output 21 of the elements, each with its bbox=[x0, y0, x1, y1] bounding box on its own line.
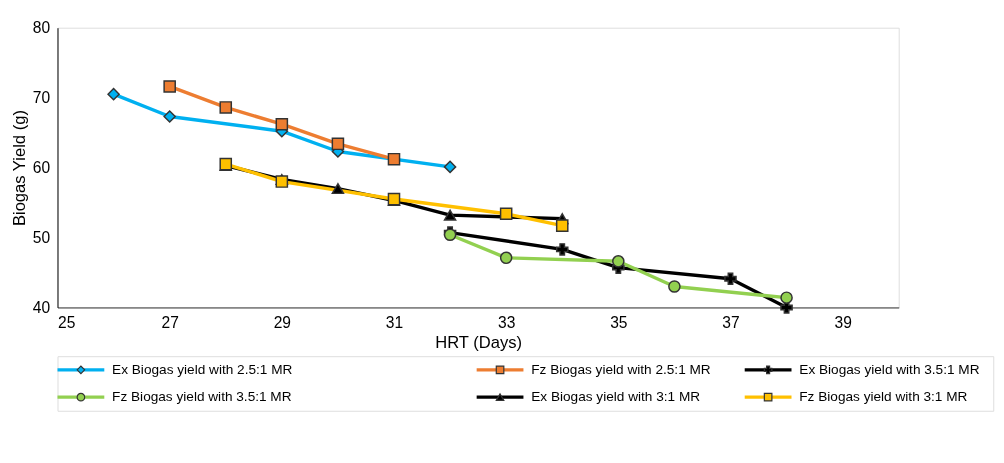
y-tick-label: 50 bbox=[32, 228, 51, 246]
x-axis-title: HRT (Days) bbox=[435, 332, 523, 352]
legend-label: Ex Biogas yield with 3:1 MR bbox=[531, 389, 701, 405]
y-tick-label: 80 bbox=[32, 19, 51, 37]
y-axis-title: Biogas Yield (g) bbox=[10, 110, 30, 227]
x-tick-label: 37 bbox=[722, 314, 740, 332]
x-tick-label: 27 bbox=[161, 314, 179, 332]
y-tick-label: 40 bbox=[32, 298, 51, 316]
y-tick-label: 60 bbox=[32, 158, 51, 176]
legend-label: Fz Biogas yield with 3.5:1 MR bbox=[112, 389, 292, 405]
legend-label: Fz Biogas yield with 2.5:1 MR bbox=[531, 361, 711, 377]
legend-label: Fz Biogas yield with 3:1 MR bbox=[799, 389, 968, 405]
x-tick-label: 29 bbox=[273, 314, 291, 332]
x-tick-label: 39 bbox=[834, 314, 852, 332]
legend-label: Ex Biogas yield with 3.5:1 MR bbox=[799, 361, 980, 377]
y-tick-label: 70 bbox=[32, 89, 51, 107]
x-tick-label: 35 bbox=[610, 314, 628, 332]
x-tick-label: 33 bbox=[497, 314, 516, 332]
x-tick-label: 31 bbox=[385, 314, 404, 332]
legend-label: Ex Biogas yield with 2.5:1 MR bbox=[112, 361, 293, 377]
x-tick-label: 25 bbox=[58, 314, 76, 332]
